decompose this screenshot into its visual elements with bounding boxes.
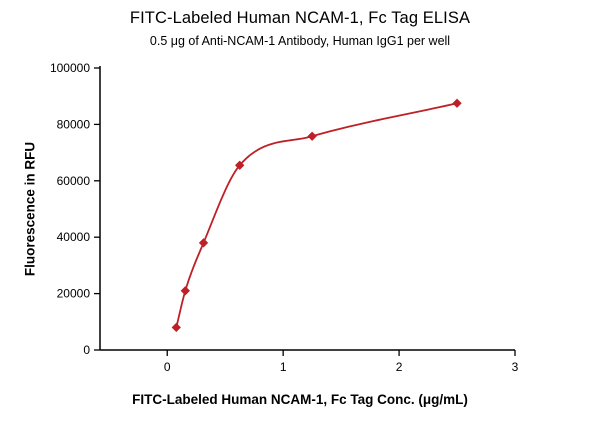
chart-subtitle: 0.5 μg of Anti-NCAM-1 Antibody, Human Ig… [149, 34, 451, 48]
chart-title: FITC-Labeled Human NCAM-1, Fc Tag ELISA [129, 9, 471, 27]
y-tick-label: 20000 [57, 287, 91, 301]
y-tick-label: 0 [83, 343, 90, 357]
data-point-marker [198, 238, 209, 248]
y-tick-label: 60000 [57, 174, 91, 188]
x-tick-label: 3 [512, 360, 519, 374]
data-point-marker [307, 131, 317, 141]
y-tick-label: 80000 [57, 117, 91, 131]
y-tick-label: 100000 [50, 61, 90, 75]
fit-curve [175, 102, 458, 328]
data-point-marker [171, 322, 182, 333]
y-tick-label: 40000 [57, 230, 91, 244]
x-axis-label: FITC-Labeled Human NCAM-1, Fc Tag Conc. … [132, 392, 468, 407]
data-point-marker [180, 286, 191, 296]
data-point-marker [452, 98, 462, 109]
x-tick-label: 2 [396, 360, 403, 374]
x-tick-label: 0 [164, 360, 171, 374]
data-point-marker [234, 160, 245, 171]
x-tick-label: 1 [280, 360, 287, 374]
